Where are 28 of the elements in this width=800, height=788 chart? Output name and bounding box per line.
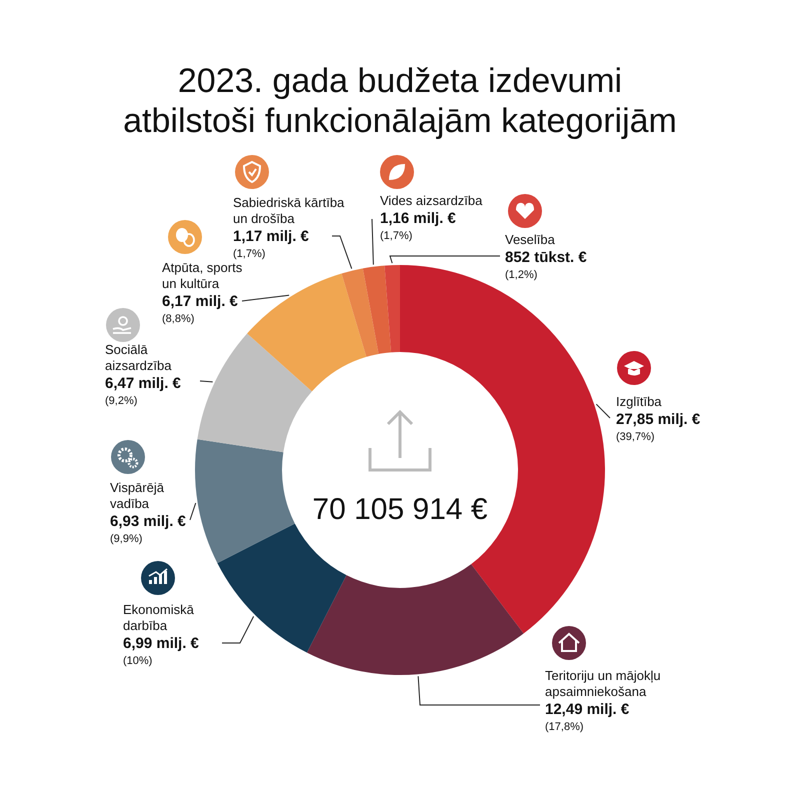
text: 6,99 milj. € (10%)	[123, 635, 199, 667]
slice-label: Veselība	[505, 232, 556, 247]
text: 6,17 milj. € (8,8%)	[162, 293, 238, 325]
slice-label: Ekonomiskā darbība	[123, 602, 195, 633]
text: 852 tūkst. € (1,2%)	[505, 249, 587, 281]
slice-label: Vispārējā vadība	[110, 480, 165, 511]
chart-title: 2023. gada budžeta izdevumi atbilstoši funkcionālajām kategorijām	[123, 62, 677, 140]
donut-slice	[342, 268, 379, 357]
slice-label: Izglītība	[616, 394, 662, 409]
text: 12,49 milj. € (17,8%)	[545, 701, 630, 733]
text: 27,85 milj. € (39,7%)	[616, 411, 700, 443]
donut-slice	[195, 439, 295, 564]
slice-label: Sabiedriskā kārtība un drošība	[233, 195, 346, 226]
text: 1,17 milj. € (1,7%)	[233, 228, 309, 260]
text: 70 105 914 €	[312, 493, 488, 526]
text: 6,47 milj. € (9,2%)	[105, 375, 181, 407]
slice-label: Atpūta, sports un kultūra	[162, 260, 243, 291]
donut-slice	[247, 274, 366, 392]
donut-slice	[197, 333, 312, 452]
donut-slice	[362, 266, 392, 354]
donut-slice	[217, 524, 346, 653]
donut-slice	[384, 265, 400, 352]
slice-label: Vides aizsardzība	[380, 193, 484, 208]
text: 1,16 milj. € (1,7%)	[380, 210, 456, 242]
slice-label: Teritoriju un mājokļu apsaimniekošana	[545, 668, 661, 699]
text: 6,93 milj. € (9,9%)	[110, 513, 186, 545]
slice-label: Sociālā aizsardzība	[105, 342, 172, 373]
donut-slice	[306, 564, 524, 675]
